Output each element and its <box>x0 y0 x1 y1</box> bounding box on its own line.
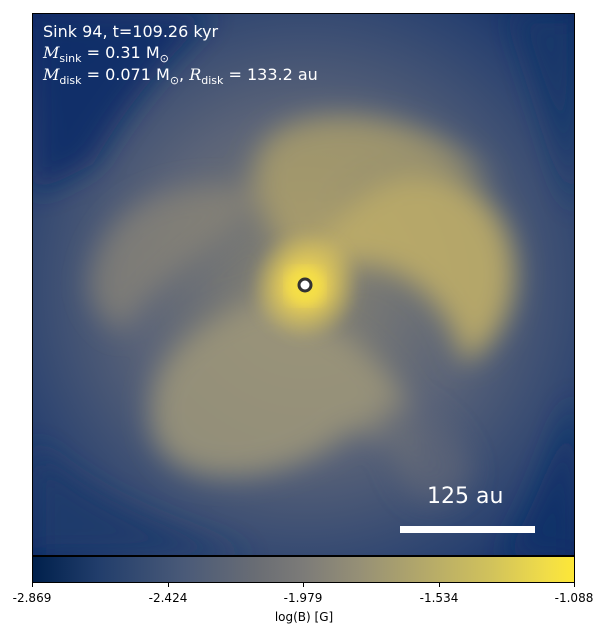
colorbar-tick <box>574 583 575 587</box>
msink-subscript: sink <box>59 52 82 66</box>
msink-value: = 0.31 M <box>81 43 160 62</box>
colorbar-tick-label: -2.424 <box>148 591 188 605</box>
rdisk-symbol: R <box>189 65 202 84</box>
colorbar-label: log(B) [G] <box>274 610 334 624</box>
mdisk-subscript: disk <box>59 74 82 88</box>
scale-bar <box>400 526 535 533</box>
sink-info-line: Sink 94, t=109.26 kyr <box>43 22 219 41</box>
scale-bar-label: 125 au <box>427 484 504 509</box>
mdisk-symbol: M <box>43 65 60 84</box>
field-map-image <box>33 14 574 555</box>
mdisk-value: = 0.071 M <box>81 65 170 84</box>
msink-symbol: M <box>43 43 60 62</box>
colorbar-tick <box>32 583 33 587</box>
disk-info-line: Mdisk = 0.071 M⊙, Rdisk = 133.2 au <box>43 65 318 91</box>
colorbar-tick-label: -1.534 <box>419 591 459 605</box>
mdisk-msun-symbol: ⊙ <box>169 74 180 88</box>
rdisk-subscript: disk <box>201 74 224 88</box>
colorbar-tick-label: -2.869 <box>12 591 52 605</box>
sink-mass-line: Msink = 0.31 M⊙ <box>43 43 169 69</box>
rdisk-value: = 133.2 au <box>223 65 318 84</box>
sink-marker <box>297 277 313 293</box>
msun-symbol: ⊙ <box>159 52 169 66</box>
colorbar-tick-label: -1.088 <box>554 591 594 605</box>
colorbar <box>32 556 575 583</box>
magnetic-field-map: Sink 94, t=109.26 kyr Msink = 0.31 M⊙ Md… <box>32 13 575 556</box>
colorbar-tick <box>439 583 440 587</box>
colorbar-tick <box>303 583 304 587</box>
colorbar-tick-label: -1.979 <box>283 591 323 605</box>
colorbar-tick <box>168 583 169 587</box>
rdisk-separator: , <box>179 65 190 84</box>
